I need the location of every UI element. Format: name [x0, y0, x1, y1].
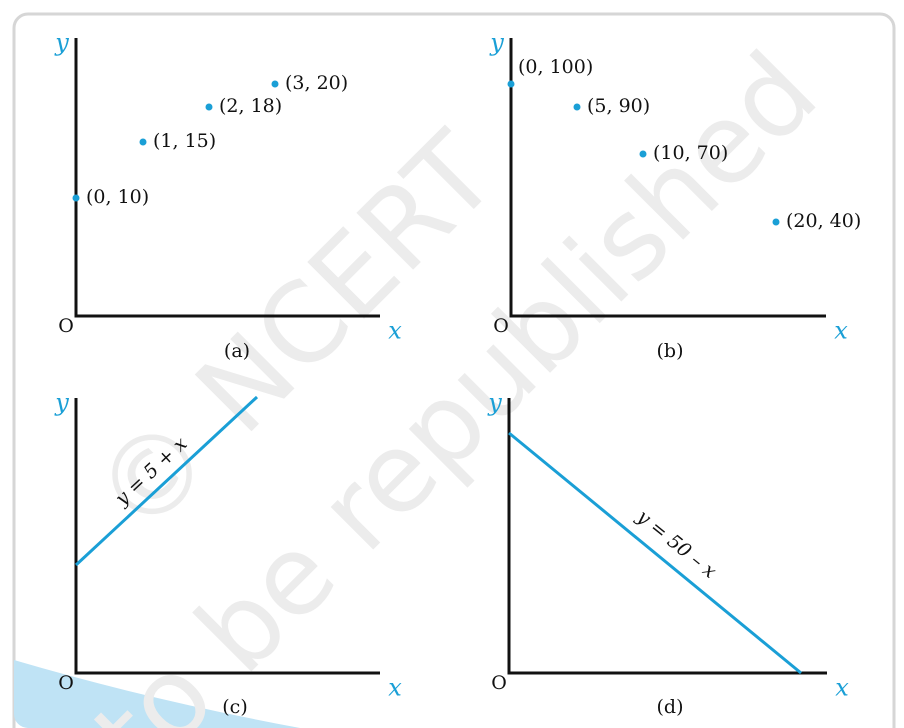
point [573, 103, 581, 111]
point [271, 80, 279, 88]
point-label: (2, 18) [219, 95, 282, 117]
origin-label: O [58, 672, 74, 694]
y-axis-label: y [54, 29, 69, 57]
x-axis-label: x [388, 317, 402, 345]
point [639, 150, 647, 158]
origin-label: O [493, 315, 509, 337]
frame [12, 12, 896, 728]
point-label: (5, 90) [587, 95, 650, 117]
y-axis-label: y [489, 29, 504, 57]
point-label: (0, 10) [86, 186, 149, 208]
point [507, 80, 515, 88]
axes [507, 398, 827, 675]
point [205, 103, 213, 111]
point [772, 218, 780, 226]
axes [74, 398, 380, 675]
point-label: (1, 15) [153, 130, 216, 152]
origin-label: O [58, 315, 74, 337]
point-label: (10, 70) [653, 142, 728, 164]
corner-swoosh [14, 660, 300, 728]
point-label: (3, 20) [285, 72, 348, 94]
line [508, 431, 802, 675]
origin-label: O [491, 672, 507, 694]
line [74, 395, 259, 567]
y-axis-label: y [54, 389, 69, 417]
point [72, 194, 80, 202]
axes [509, 38, 826, 318]
point-label: (0, 100) [518, 56, 593, 78]
caption: (d) [657, 696, 684, 718]
axes [74, 38, 380, 318]
x-axis-label: x [834, 317, 848, 345]
x-axis-label: x [835, 674, 849, 702]
caption: (b) [657, 340, 684, 362]
x-axis-label: x [388, 674, 402, 702]
point [139, 138, 147, 146]
caption: (a) [224, 340, 250, 362]
point-label: (20, 40) [786, 210, 861, 232]
caption: (c) [222, 696, 247, 718]
y-axis-label: y [487, 389, 502, 417]
